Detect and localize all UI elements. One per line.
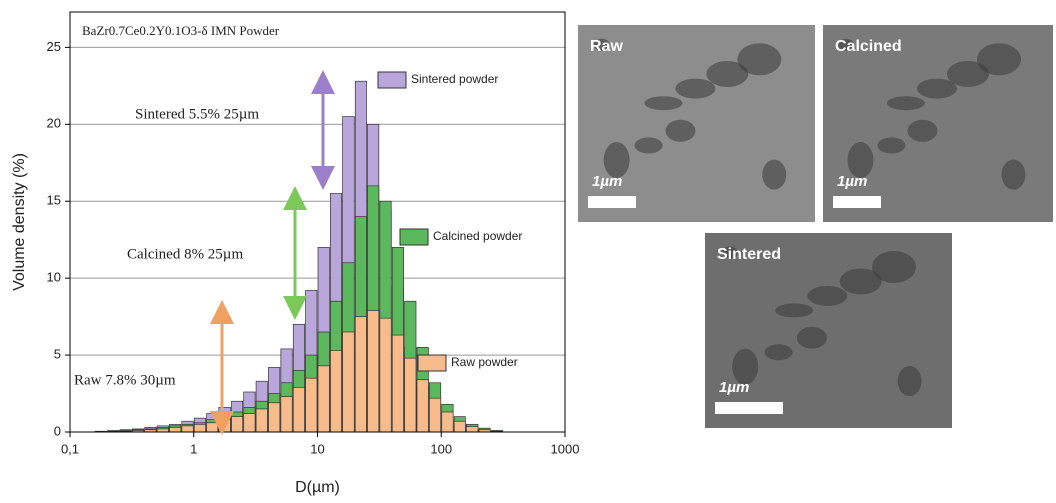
sem-pore (1001, 159, 1026, 190)
sem-pore (665, 119, 696, 142)
y-tick-label: 0 (54, 423, 61, 438)
sem-label: Calcined (835, 38, 902, 55)
chart-title: BaZr0.7Ce0.2Y0.1O3-δ IMN Powder (82, 23, 280, 38)
annotation: Calcined 8% 25µm (127, 246, 243, 262)
sem-pore (897, 366, 922, 397)
y-tick-label: 15 (47, 193, 61, 208)
y-tick-label: 10 (47, 270, 61, 285)
histogram-bar (231, 416, 244, 433)
sem-pore (838, 38, 854, 51)
sem-pore (737, 43, 782, 76)
sem-pore (916, 78, 957, 99)
x-tick-label: 10 (310, 441, 324, 456)
histogram-bar (416, 379, 429, 433)
sem-pore (732, 348, 759, 385)
histogram-bar (367, 310, 380, 433)
sem-scale-text: 1µm (719, 379, 749, 396)
sem-scale-bar (715, 402, 783, 414)
sem-pore (847, 142, 874, 179)
histogram-bar (255, 408, 268, 433)
histogram-bar (441, 411, 454, 433)
sem-pore (976, 43, 1021, 76)
histogram-bar (292, 387, 305, 433)
histogram-bar (305, 377, 318, 433)
y-tick-label: 20 (47, 116, 61, 131)
sem-pore (593, 38, 610, 51)
sem-pore (907, 119, 938, 142)
sem-pore (871, 250, 916, 283)
legend-swatch (417, 354, 447, 372)
histogram-bar (193, 423, 207, 433)
sem-pore (675, 78, 716, 99)
sem-pore (644, 96, 683, 111)
histogram-bar (280, 396, 293, 433)
histogram-bar (169, 427, 182, 433)
legend-label: Calcined powder (433, 229, 522, 243)
sem-scale-bar (833, 196, 881, 208)
histogram-bar (330, 350, 342, 433)
sem-pore (764, 344, 793, 361)
sem-pore (886, 96, 925, 111)
x-tick-label: 1000 (551, 441, 580, 456)
histogram-bar (181, 425, 194, 433)
histogram-bar (354, 316, 367, 433)
annotation: Sintered 5.5% 25µm (135, 106, 259, 122)
sem-pore (603, 142, 630, 179)
sem-pore (839, 268, 882, 295)
sem-scale-bar (588, 196, 636, 208)
sem-label: Sintered (717, 246, 781, 263)
legend-swatch (377, 71, 407, 89)
sem-scale-text: 1µm (592, 173, 622, 190)
legend-label: Raw powder (451, 355, 518, 369)
x-tick-label: 1 (190, 441, 197, 456)
legend-label: Sintered powder (411, 72, 498, 86)
sem-pore (706, 60, 749, 87)
x-tick-label: 100 (430, 441, 452, 456)
histogram-bar (429, 397, 442, 433)
histogram-bar (404, 357, 417, 433)
histogram-bar (243, 413, 256, 433)
histogram-bar (465, 426, 479, 433)
sem-images: Raw 1µm Calcined 1µm Sintered 1µm (578, 25, 1053, 428)
sem-pore (946, 60, 989, 87)
annotation: Raw 7.8% 30µm (74, 372, 176, 388)
sem-pore (762, 159, 787, 190)
y-tick-label: 5 (54, 347, 61, 362)
sem-pore (721, 246, 738, 259)
x-axis-label: D(µm) (295, 479, 340, 496)
chart: 0 5 10 15 20 25 0,1 1 10 100 1000 D(µm) Volume densi… (11, 11, 580, 496)
histogram-bar (268, 402, 281, 433)
y-axis-label: Volume density (%) (11, 153, 28, 291)
sem-label: Raw (590, 38, 623, 55)
sem-scale-text: 1µm (837, 173, 867, 190)
histogram-bar (317, 365, 330, 433)
sem-pore (796, 326, 827, 349)
histogram-bar (342, 331, 355, 433)
histogram-bar (391, 334, 404, 433)
histogram-bar (379, 317, 392, 433)
sem-pore (877, 137, 906, 154)
sem-pore (634, 137, 663, 154)
histogram-bar (206, 422, 219, 433)
x-tick-label: 0,1 (61, 441, 79, 456)
sem-pore (775, 303, 814, 318)
histogram-bar (453, 420, 466, 433)
sem-pore (807, 285, 848, 306)
legend-swatch (399, 228, 429, 246)
y-tick-label: 25 (47, 39, 61, 54)
